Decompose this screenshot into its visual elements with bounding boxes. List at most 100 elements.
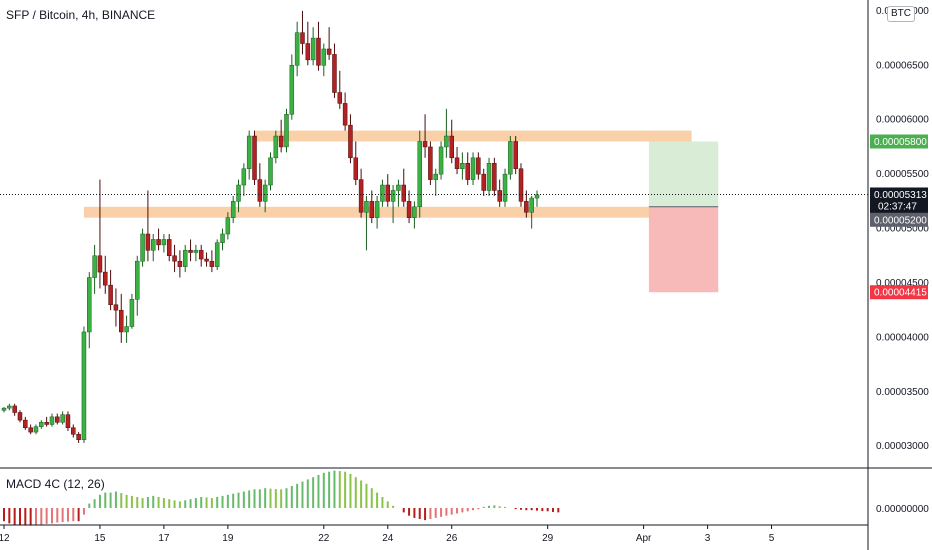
- candle-body: [156, 239, 161, 246]
- candle-body: [508, 141, 513, 175]
- candle-body: [124, 326, 129, 333]
- candle-body: [438, 146, 444, 175]
- candle-body: [470, 157, 476, 180]
- candle-body: [172, 255, 177, 262]
- candle-body: [17, 412, 23, 421]
- candle-body: [300, 32, 305, 44]
- time-tick-label: 12: [0, 533, 10, 544]
- time-tick-label: 3: [705, 533, 711, 544]
- candle-body: [33, 426, 39, 433]
- time-tick-label: Apr: [636, 533, 652, 544]
- candle-body: [220, 233, 225, 243]
- position-layer: [648, 141, 719, 293]
- candle-body: [241, 168, 247, 186]
- macd-indicator-label[interactable]: MACD 4C (12, 26): [6, 477, 105, 491]
- candle-body: [412, 206, 417, 218]
- time-tick-label: 29: [542, 533, 554, 544]
- candle-body: [177, 260, 183, 267]
- candle-body: [230, 201, 236, 218]
- candle-body: [278, 135, 284, 148]
- candle-body: [97, 255, 103, 273]
- time-tick-label: 15: [94, 533, 106, 544]
- price-tag-entry: [870, 212, 928, 227]
- candle-body: [449, 135, 454, 159]
- candle-body: [55, 416, 60, 423]
- candle-body: [492, 163, 497, 191]
- candle-body: [166, 239, 172, 257]
- candle-body: [321, 48, 327, 66]
- candle-body: [289, 65, 295, 115]
- candle-body: [310, 37, 316, 61]
- candle-body: [44, 422, 49, 425]
- candle-body: [401, 184, 406, 202]
- price-tick-label: 0.00005500: [876, 169, 929, 180]
- zones-layer: [83, 130, 692, 218]
- candle-body: [332, 54, 337, 93]
- candle-body: [209, 260, 215, 267]
- time-tick-label: 26: [446, 533, 458, 544]
- price-tag-target-label: 0.00005800: [874, 137, 927, 148]
- position-loss-zone: [648, 206, 719, 293]
- candle-body: [92, 255, 97, 278]
- candle-body: [417, 141, 422, 208]
- candle-body: [214, 242, 220, 267]
- candle-body: [374, 201, 380, 218]
- price-tick-label: 0.00003500: [876, 387, 929, 398]
- candle-body: [182, 250, 188, 267]
- time-axis[interactable]: 12 15 17 19 22 24 26 29 Apr 3 5: [0, 525, 775, 544]
- price-tick-label: 0.00005000: [876, 224, 929, 235]
- candle-body: [135, 260, 140, 300]
- candle-body: [268, 157, 273, 186]
- candle-body: [129, 299, 135, 327]
- candle-body: [103, 271, 108, 286]
- time-tick-label: 24: [382, 533, 394, 544]
- candle-body: [396, 184, 401, 191]
- candle-body: [65, 414, 71, 428]
- candle-body: [476, 157, 481, 175]
- candle-body: [28, 427, 33, 433]
- candle-body: [108, 284, 113, 305]
- macd-layer: [3, 470, 560, 526]
- candle-body: [460, 163, 465, 169]
- time-tick-label: 19: [222, 533, 234, 544]
- candle-body: [273, 135, 279, 159]
- candle-body: [305, 43, 311, 61]
- price-tick-label: 0.00004000: [876, 332, 929, 343]
- candle-body: [294, 32, 300, 66]
- candle-body: [204, 258, 209, 262]
- candle-body: [481, 173, 486, 191]
- candle-body: [257, 179, 263, 202]
- currency-badge[interactable]: BTC: [887, 6, 915, 22]
- candle-body: [76, 434, 81, 440]
- candle-body: [150, 239, 156, 251]
- time-tick-label: 17: [158, 533, 170, 544]
- candle-body: [385, 184, 391, 202]
- price-tag-current: [870, 187, 928, 214]
- candle-body: [390, 190, 396, 202]
- candle-body: [428, 146, 433, 180]
- candle-body: [348, 124, 353, 159]
- candle-body: [380, 184, 385, 202]
- candle-body: [353, 157, 359, 180]
- candle-body: [486, 163, 492, 191]
- candle-body: [193, 250, 199, 253]
- candle-body: [140, 233, 145, 262]
- macd-zero-label: 0.00000000: [876, 504, 929, 515]
- candle-body: [316, 37, 321, 66]
- price-tag-current-label: 0.00005313: [874, 190, 927, 201]
- candle-body: [119, 309, 124, 333]
- candle-body: [337, 92, 343, 104]
- price-tag-target: [870, 134, 928, 149]
- candle-body: [502, 173, 508, 202]
- zone-support: [83, 206, 692, 218]
- candles-layer: [1, 10, 540, 443]
- candle-body: [225, 217, 231, 235]
- candle-body: [444, 135, 449, 148]
- candle-body: [364, 201, 369, 213]
- candle-body: [497, 190, 502, 202]
- candle-body: [39, 422, 44, 427]
- price-tag-stop-label: 0.00004415: [874, 288, 927, 299]
- candle-body: [518, 168, 524, 202]
